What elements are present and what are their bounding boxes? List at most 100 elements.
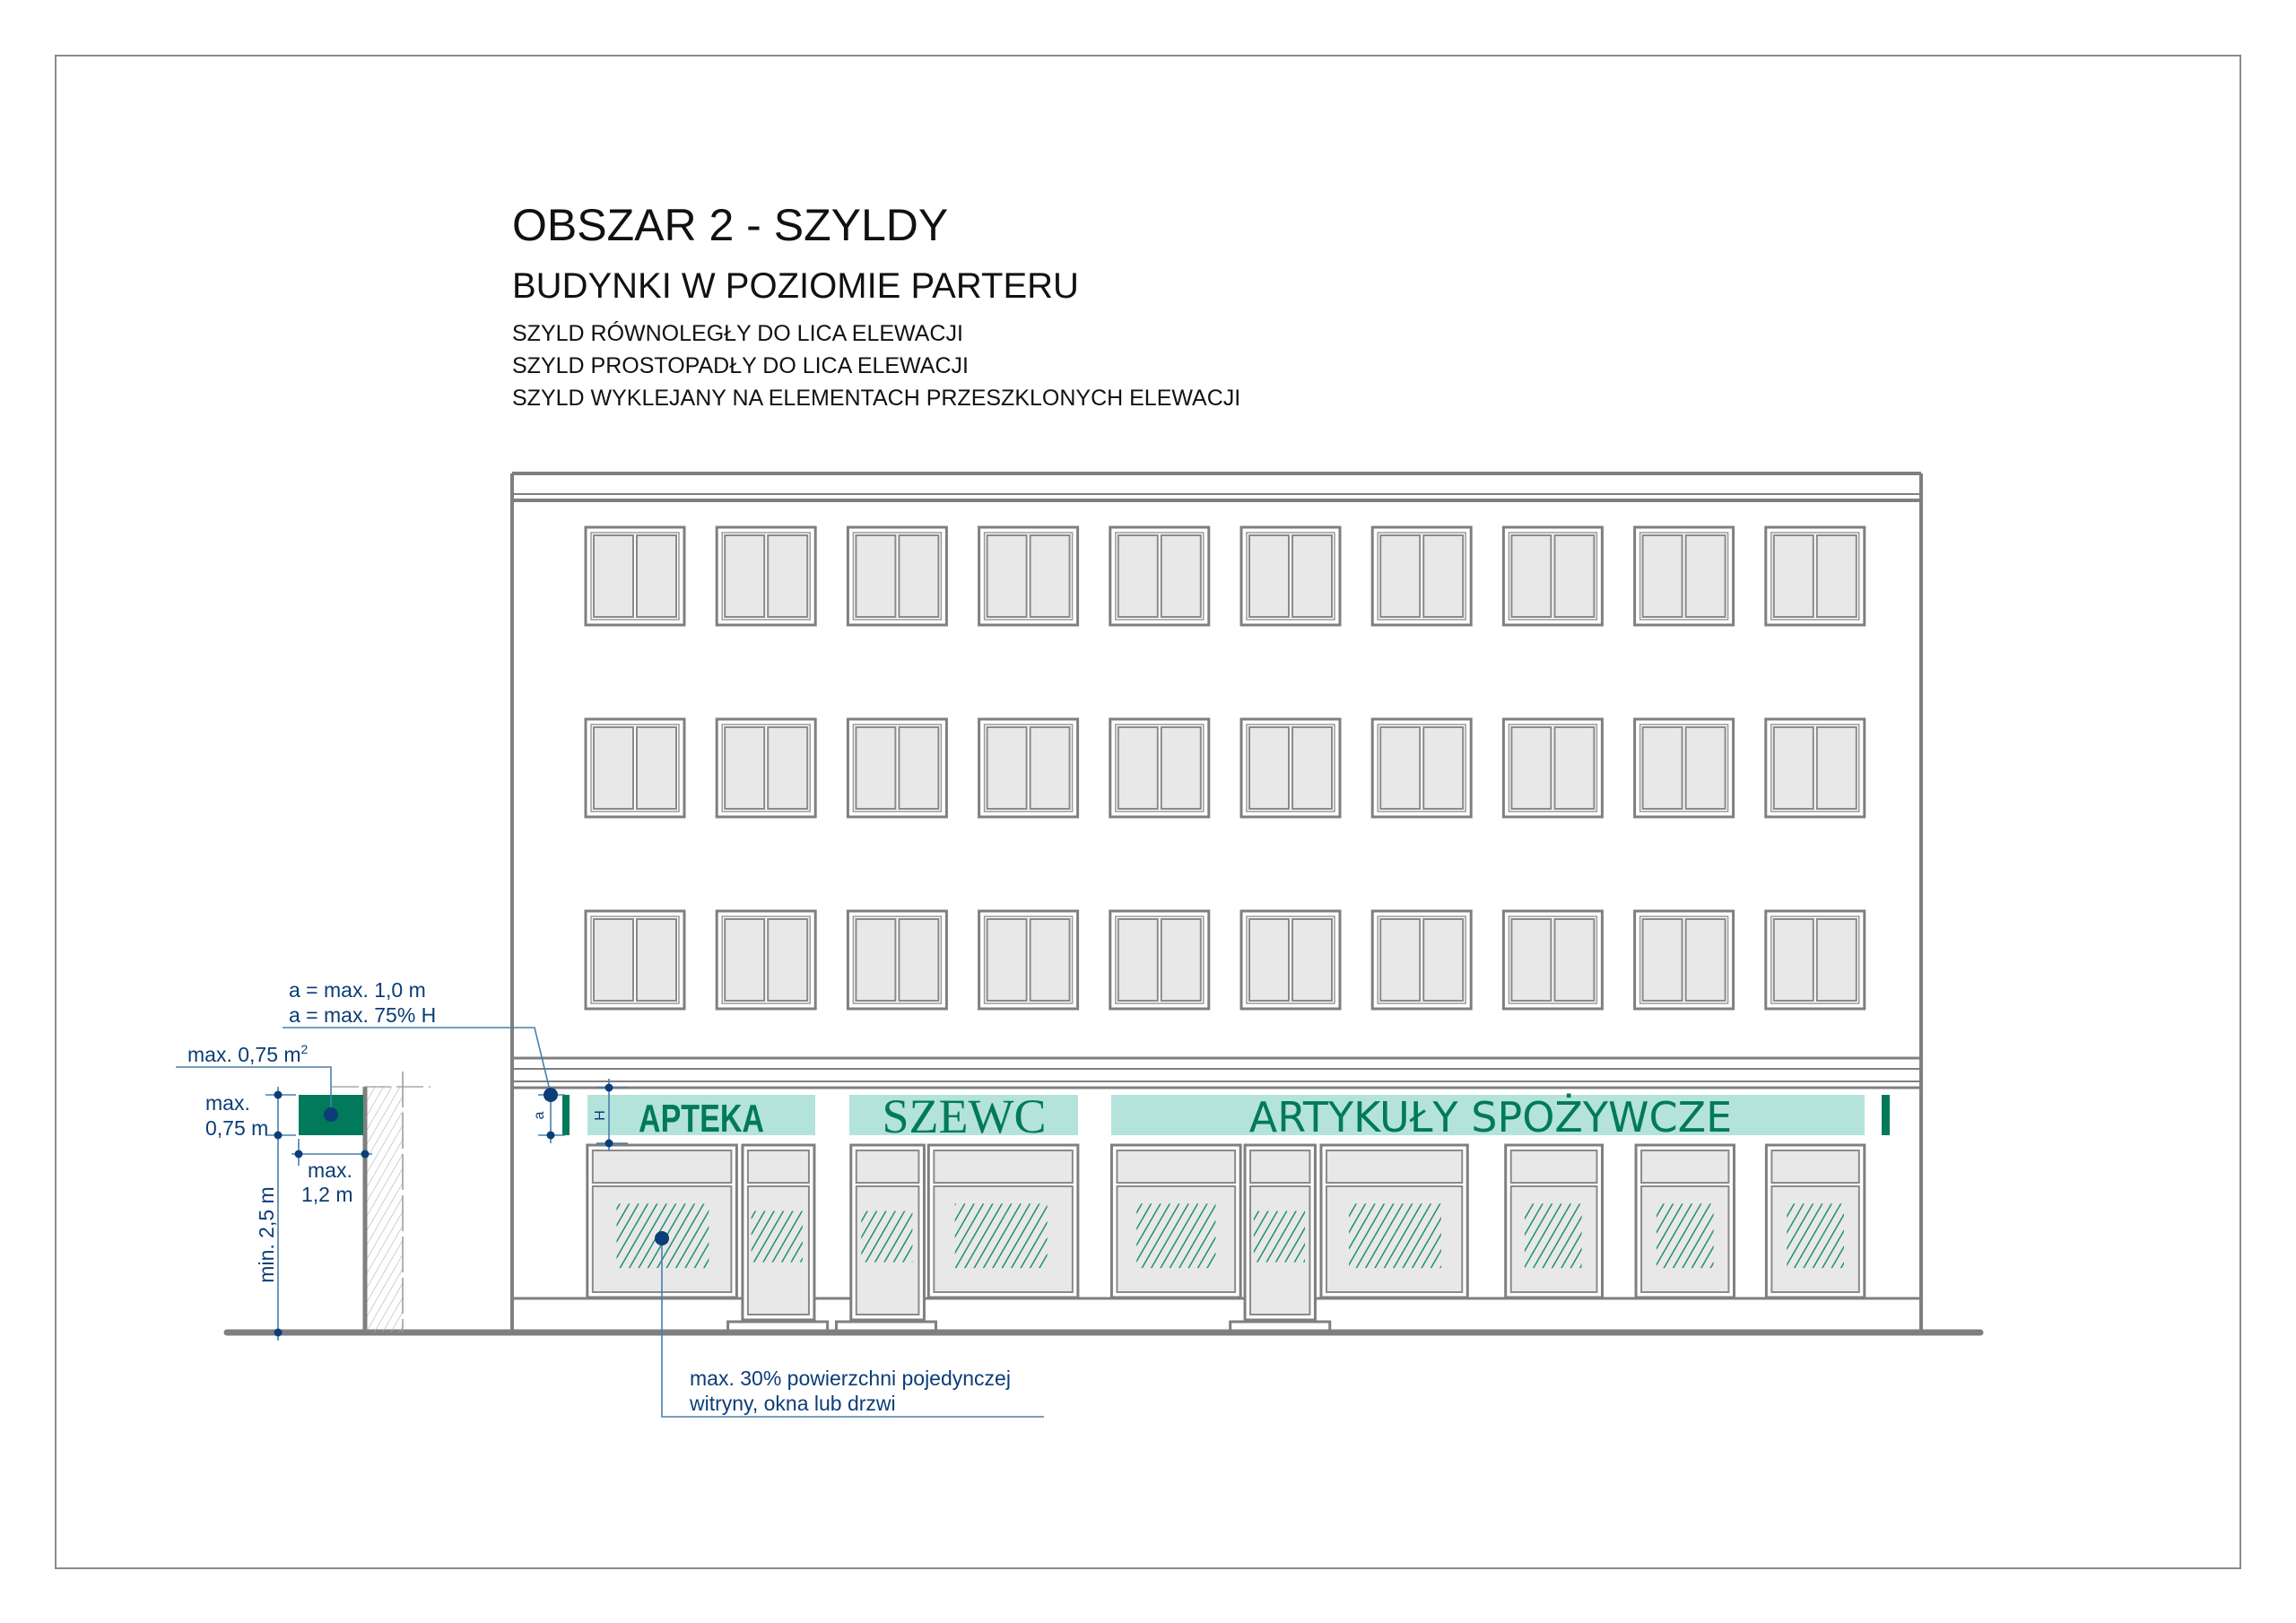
window-pane <box>724 918 766 1002</box>
label-a-max-2: a = max. 75% H <box>289 1003 436 1027</box>
window-pane <box>898 918 940 1002</box>
label-glass-note-1: max. 30% powierzchni pojedynczej <box>690 1367 1011 1390</box>
window-decal-area <box>861 1211 913 1263</box>
window-pane <box>1641 726 1683 810</box>
window <box>1239 525 1342 627</box>
window-decal-area <box>954 1203 1048 1269</box>
window-pane <box>1772 918 1814 1002</box>
transom-pane <box>1509 1150 1598 1184</box>
window-pane <box>1422 918 1465 1002</box>
window-pane <box>1160 918 1202 1002</box>
window-pane <box>636 534 677 618</box>
window-pane <box>1117 726 1159 810</box>
drawing-frame <box>55 55 2241 1569</box>
window <box>1109 525 1211 627</box>
window <box>715 909 817 1011</box>
window-pane <box>1772 726 1814 810</box>
window <box>1501 717 1604 819</box>
window-pane <box>1029 534 1071 618</box>
window <box>1764 717 1866 819</box>
label-area-max: max. 0,75 m2 <box>187 1042 309 1066</box>
window <box>1109 717 1211 819</box>
shop-window <box>1109 1143 1242 1299</box>
label-area-superscript: 2 <box>301 1042 309 1056</box>
window-pane <box>1160 726 1202 810</box>
window-pane <box>593 534 634 618</box>
sign-shoemaker-background <box>849 1095 1078 1135</box>
window-pane <box>1553 918 1596 1002</box>
window-pane <box>1248 534 1290 618</box>
transom-pane <box>1325 1150 1464 1184</box>
shop-window <box>1504 1143 1605 1299</box>
window <box>584 717 686 819</box>
label-dim-h: H <box>593 1110 608 1121</box>
window-pane <box>724 534 766 618</box>
window <box>978 717 1080 819</box>
window <box>715 717 817 819</box>
label-height-max-1: max. <box>205 1091 250 1115</box>
window-pane <box>1292 918 1333 1002</box>
window <box>1501 909 1604 1011</box>
label-a-max-1: a = max. 1,0 m <box>289 978 426 1002</box>
transom-pane <box>591 1150 733 1184</box>
window-pane <box>1029 918 1071 1002</box>
window <box>846 525 948 627</box>
transom-pane <box>1249 1150 1311 1184</box>
projecting-sign-edge-left <box>562 1095 570 1135</box>
sign-grocery: ARTYKUŁY SPOŻYWCZE <box>1249 1093 1732 1141</box>
window <box>1370 717 1473 819</box>
window <box>1764 525 1866 627</box>
sign-grocery-background <box>1111 1095 1865 1135</box>
window <box>715 525 817 627</box>
window <box>1764 909 1866 1011</box>
shop-window <box>1634 1143 1735 1299</box>
window-pane <box>986 918 1028 1002</box>
window-decal-area <box>1656 1203 1714 1269</box>
window-pane <box>1641 534 1683 618</box>
window <box>1239 717 1342 819</box>
door <box>849 1143 926 1322</box>
label-depth-max-1: max. <box>308 1159 352 1182</box>
header-line-1: SZYLD RÓWNOLEGŁY DO LICA ELEWACJI <box>512 320 963 346</box>
projecting-sign-edge-right <box>1882 1095 1890 1135</box>
window-pane <box>636 726 677 810</box>
window <box>846 909 948 1011</box>
window-pane <box>1379 726 1422 810</box>
header-line-2: SZYLD PROSTOPADŁY DO LICA ELEWACJI <box>512 353 969 378</box>
window-pane <box>986 534 1028 618</box>
window-pane <box>724 726 766 810</box>
shop-window <box>926 1143 1080 1299</box>
window-pane <box>1510 534 1552 618</box>
sign-pharmacy: APTEKA <box>639 1097 764 1141</box>
transom-pane <box>1116 1150 1237 1184</box>
window-pane <box>855 726 897 810</box>
window-pane <box>1815 726 1857 810</box>
page-subtitle: BUDYNKI W POZIOMIE PARTERU <box>512 266 1079 306</box>
transom-pane <box>1770 1150 1860 1184</box>
sign-height-dimensions <box>283 1027 628 1151</box>
window-pane <box>767 534 809 618</box>
label-dim-a: a <box>532 1111 547 1119</box>
window-pane <box>1772 534 1814 618</box>
window-decal-area <box>1136 1203 1216 1269</box>
window-pane <box>1815 918 1857 1002</box>
window <box>584 909 686 1011</box>
window <box>978 525 1080 627</box>
glass-note-dot <box>655 1231 669 1245</box>
window <box>1633 717 1735 819</box>
window-pane <box>898 534 940 618</box>
shop-window <box>1319 1143 1469 1299</box>
window-pane <box>1815 534 1857 618</box>
window-pane <box>1160 534 1202 618</box>
window-pane <box>1248 918 1290 1002</box>
label-depth-max-2: 1,2 m <box>301 1183 353 1206</box>
window <box>1501 525 1604 627</box>
window-pane <box>1684 726 1726 810</box>
window-decal-area <box>1787 1203 1844 1269</box>
window-decal-area <box>751 1211 803 1263</box>
window <box>1370 525 1473 627</box>
window-pane <box>1641 918 1683 1002</box>
label-glass-note-2: witryny, okna lub drzwi <box>689 1392 896 1415</box>
window-pane <box>1422 726 1465 810</box>
transom-pane <box>1640 1150 1730 1184</box>
